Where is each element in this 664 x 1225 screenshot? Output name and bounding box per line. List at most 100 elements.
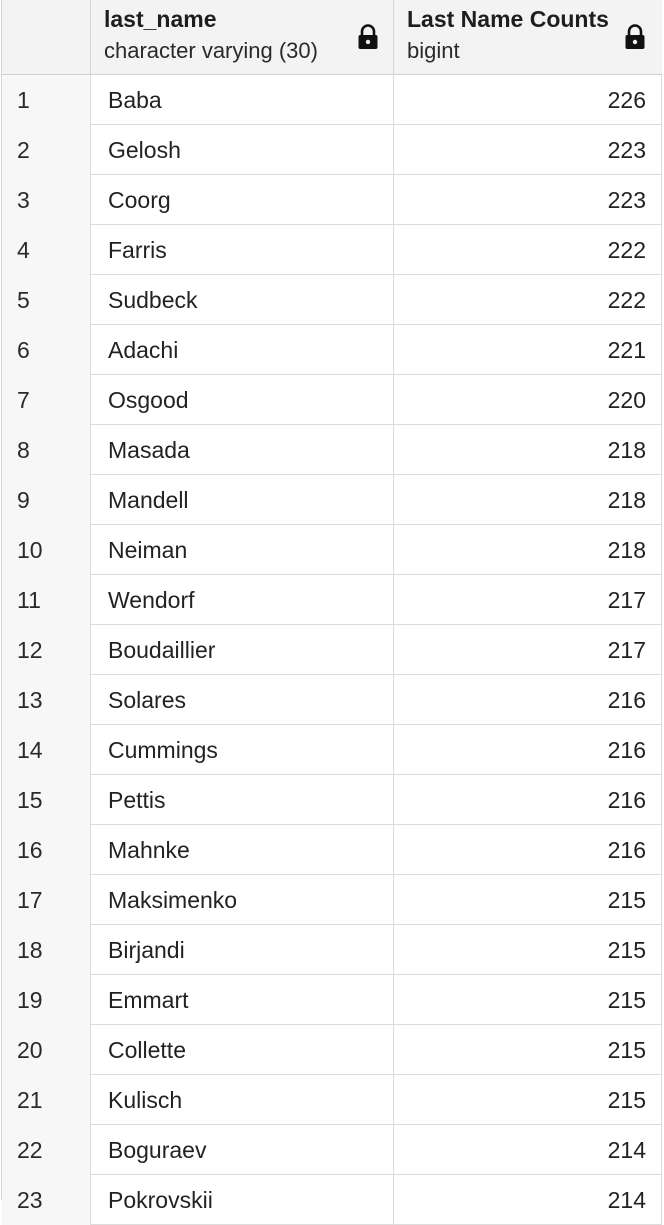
last-name-cell[interactable]: Mahnke — [91, 825, 394, 875]
last-name-cell[interactable]: Boguraev — [91, 1125, 394, 1175]
row-number-header[interactable] — [2, 0, 91, 75]
row-number-cell[interactable]: 2 — [2, 125, 91, 175]
column-type: bigint — [407, 38, 460, 63]
table-row[interactable]: 19 Emmart 215 — [2, 975, 662, 1025]
count-cell[interactable]: 215 — [394, 925, 662, 975]
count-cell[interactable]: 223 — [394, 125, 662, 175]
last-name-cell[interactable]: Cummings — [91, 725, 394, 775]
count-cell[interactable]: 223 — [394, 175, 662, 225]
last-name-cell[interactable]: Emmart — [91, 975, 394, 1025]
table-row[interactable]: 22 Boguraev 214 — [2, 1125, 662, 1175]
table-row[interactable]: 6 Adachi 221 — [2, 325, 662, 375]
table-row[interactable]: 3 Coorg 223 — [2, 175, 662, 225]
table-row[interactable]: 16 Mahnke 216 — [2, 825, 662, 875]
column-header-last-name[interactable]: last_name character varying (30) — [91, 0, 394, 75]
row-number-cell[interactable]: 13 — [2, 675, 91, 725]
table-row[interactable]: 15 Pettis 216 — [2, 775, 662, 825]
row-number-cell[interactable]: 23 — [2, 1175, 91, 1225]
row-number-cell[interactable]: 18 — [2, 925, 91, 975]
table-row[interactable]: 1 Baba 226 — [2, 75, 662, 125]
table-row[interactable]: 4 Farris 222 — [2, 225, 662, 275]
row-number-cell[interactable]: 9 — [2, 475, 91, 525]
lock-icon — [625, 24, 645, 49]
row-number-cell[interactable]: 11 — [2, 575, 91, 625]
count-cell[interactable]: 217 — [394, 625, 662, 675]
count-cell[interactable]: 214 — [394, 1175, 662, 1225]
table-row[interactable]: 10 Neiman 218 — [2, 525, 662, 575]
row-number-cell[interactable]: 16 — [2, 825, 91, 875]
row-number-cell[interactable]: 20 — [2, 1025, 91, 1075]
count-cell[interactable]: 217 — [394, 575, 662, 625]
last-name-cell[interactable]: Kulisch — [91, 1075, 394, 1125]
count-cell[interactable]: 218 — [394, 525, 662, 575]
grid-body: 1 Baba 226 2 Gelosh 223 3 Coorg 223 4 Farris 222 5 Su… — [2, 75, 662, 1225]
last-name-cell[interactable]: Gelosh — [91, 125, 394, 175]
table-row[interactable]: 7 Osgood 220 — [2, 375, 662, 425]
row-number-cell[interactable]: 1 — [2, 75, 91, 125]
count-cell[interactable]: 215 — [394, 1075, 662, 1125]
row-number-cell[interactable]: 10 — [2, 525, 91, 575]
count-cell[interactable]: 222 — [394, 275, 662, 325]
table-row[interactable]: 20 Collette 215 — [2, 1025, 662, 1075]
last-name-cell[interactable]: Birjandi — [91, 925, 394, 975]
row-number-cell[interactable]: 4 — [2, 225, 91, 275]
last-name-cell[interactable]: Maksimenko — [91, 875, 394, 925]
column-header-last-name-counts[interactable]: Last Name Counts bigint — [394, 0, 662, 75]
table-row[interactable]: 21 Kulisch 215 — [2, 1075, 662, 1125]
last-name-cell[interactable]: Mandell — [91, 475, 394, 525]
count-cell[interactable]: 215 — [394, 1025, 662, 1075]
column-type: character varying (30) — [104, 38, 318, 63]
count-cell[interactable]: 216 — [394, 675, 662, 725]
count-cell[interactable]: 216 — [394, 775, 662, 825]
row-number-cell[interactable]: 15 — [2, 775, 91, 825]
count-cell[interactable]: 218 — [394, 425, 662, 475]
count-cell[interactable]: 215 — [394, 875, 662, 925]
row-number-cell[interactable]: 19 — [2, 975, 91, 1025]
count-cell[interactable]: 214 — [394, 1125, 662, 1175]
last-name-cell[interactable]: Neiman — [91, 525, 394, 575]
count-cell[interactable]: 216 — [394, 825, 662, 875]
table-row[interactable]: 5 Sudbeck 222 — [2, 275, 662, 325]
last-name-cell[interactable]: Masada — [91, 425, 394, 475]
count-cell[interactable]: 216 — [394, 725, 662, 775]
table-row[interactable]: 13 Solares 216 — [2, 675, 662, 725]
last-name-cell[interactable]: Osgood — [91, 375, 394, 425]
last-name-cell[interactable]: Adachi — [91, 325, 394, 375]
last-name-cell[interactable]: Collette — [91, 1025, 394, 1075]
row-number-cell[interactable]: 12 — [2, 625, 91, 675]
count-cell[interactable]: 215 — [394, 975, 662, 1025]
last-name-cell[interactable]: Solares — [91, 675, 394, 725]
table-row[interactable]: 17 Maksimenko 215 — [2, 875, 662, 925]
row-number-cell[interactable]: 17 — [2, 875, 91, 925]
row-number-cell[interactable]: 7 — [2, 375, 91, 425]
last-name-cell[interactable]: Boudaillier — [91, 625, 394, 675]
row-number-cell[interactable]: 6 — [2, 325, 91, 375]
count-cell[interactable]: 222 — [394, 225, 662, 275]
row-number-cell[interactable]: 8 — [2, 425, 91, 475]
last-name-cell[interactable]: Pettis — [91, 775, 394, 825]
count-cell[interactable]: 226 — [394, 75, 662, 125]
row-number-cell[interactable]: 3 — [2, 175, 91, 225]
row-number-cell[interactable]: 5 — [2, 275, 91, 325]
last-name-cell[interactable]: Coorg — [91, 175, 394, 225]
table-row[interactable]: 23 Pokrovskii 214 — [2, 1175, 662, 1225]
last-name-cell[interactable]: Pokrovskii — [91, 1175, 394, 1225]
table-row[interactable]: 9 Mandell 218 — [2, 475, 662, 525]
count-cell[interactable]: 221 — [394, 325, 662, 375]
count-cell[interactable]: 220 — [394, 375, 662, 425]
last-name-cell[interactable]: Sudbeck — [91, 275, 394, 325]
row-number-cell[interactable]: 22 — [2, 1125, 91, 1175]
table-row[interactable]: 12 Boudaillier 217 — [2, 625, 662, 675]
last-name-cell[interactable]: Farris — [91, 225, 394, 275]
table-row[interactable]: 8 Masada 218 — [2, 425, 662, 475]
count-cell[interactable]: 218 — [394, 475, 662, 525]
row-number-cell[interactable]: 21 — [2, 1075, 91, 1125]
table-row[interactable]: 14 Cummings 216 — [2, 725, 662, 775]
last-name-cell[interactable]: Baba — [91, 75, 394, 125]
table-row[interactable]: 18 Birjandi 215 — [2, 925, 662, 975]
row-number-cell[interactable]: 14 — [2, 725, 91, 775]
last-name-cell[interactable]: Wendorf — [91, 575, 394, 625]
table-row[interactable]: 11 Wendorf 217 — [2, 575, 662, 625]
table-row[interactable]: 2 Gelosh 223 — [2, 125, 662, 175]
column-name: Last Name Counts — [407, 6, 609, 32]
